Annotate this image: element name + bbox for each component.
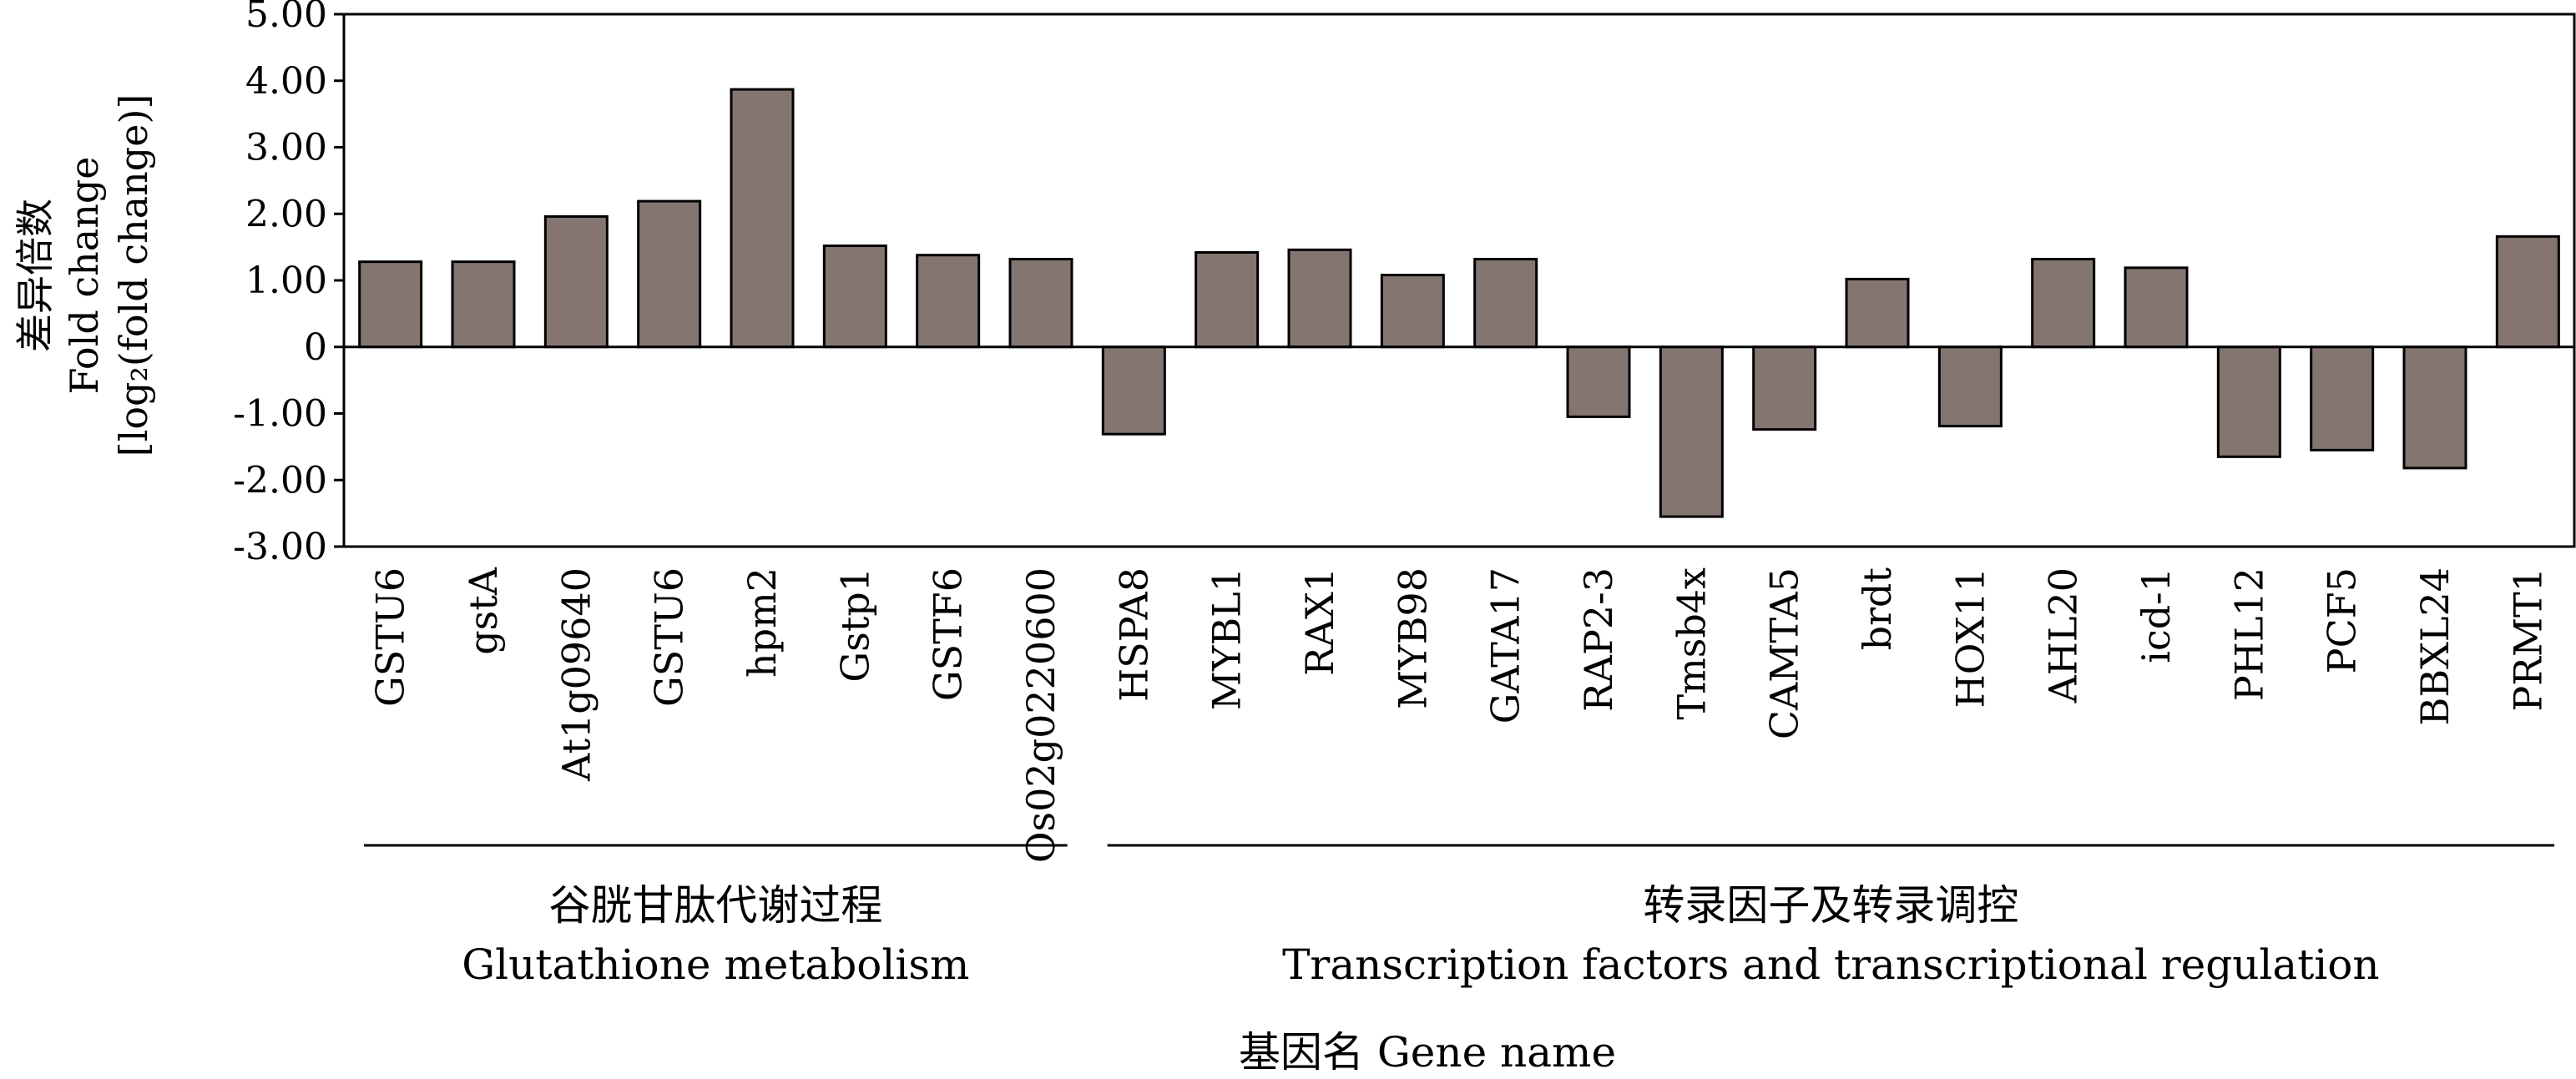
bar	[358, 260, 423, 349]
bar	[1752, 345, 1817, 431]
bar	[1937, 345, 2003, 428]
bar	[1566, 345, 1631, 418]
bar	[916, 254, 981, 349]
y-tick-label: 0	[304, 326, 327, 369]
x-tick-label: HSPA8	[1111, 567, 1156, 702]
x-tick-label: PHL12	[2226, 567, 2271, 701]
bar	[637, 199, 702, 349]
group-label-en: Glutathione metabolism	[462, 940, 969, 989]
bar	[2216, 345, 2281, 458]
bar	[1195, 251, 1260, 349]
x-tick-label: At1g09640	[553, 567, 599, 782]
x-tick-label: hpm2	[740, 567, 785, 678]
y-tick-label: 2.00	[245, 193, 327, 235]
bar	[2495, 234, 2560, 349]
x-tick-label: AHL20	[2041, 567, 2086, 703]
y-tick-label: 1.00	[245, 260, 327, 302]
x-tick-label: MYB98	[1390, 567, 1435, 709]
y-axis-label-line: [log₂(fold change)]	[111, 94, 156, 457]
y-tick-label: -2.00	[233, 459, 327, 502]
bar	[1287, 248, 1352, 349]
x-tick-label: gstA	[461, 567, 506, 655]
y-tick-label: -1.00	[233, 393, 327, 436]
x-tick-label: PRMT1	[2505, 567, 2550, 712]
y-axis-label-line: 差异倍数	[13, 199, 58, 352]
bar	[2402, 345, 2467, 470]
bar	[1659, 345, 1724, 518]
bar	[2031, 257, 2096, 349]
x-tick-label: Os02g0220600	[1018, 567, 1063, 863]
x-tick-label: HOX11	[1947, 567, 1993, 708]
x-tick-label: BBXL24	[2412, 567, 2457, 725]
x-tick-label: Tmsb4x	[1669, 567, 1714, 720]
y-tick-label: 3.00	[245, 127, 327, 169]
x-tick-label: GSTF6	[926, 567, 971, 701]
x-axis-label: 基因名 Gene name	[1239, 1028, 1616, 1076]
x-tick-label: MYBL1	[1205, 567, 1250, 710]
x-tick-label: GATA17	[1483, 567, 1528, 724]
bar	[1101, 345, 1166, 436]
y-tick-label: -3.00	[233, 526, 327, 568]
group-label-zh: 转录因子及转录调控	[1643, 881, 2018, 930]
bar	[1008, 257, 1073, 349]
bar	[822, 245, 887, 349]
bar	[543, 214, 609, 349]
x-tick-label: brdt	[1855, 567, 1900, 650]
x-tick-label: GSTU6	[647, 567, 692, 707]
bars	[358, 88, 2560, 518]
y-tick-label: 4.00	[245, 60, 327, 103]
y-tick-label: 5.00	[245, 0, 327, 36]
category-groups: 谷胱甘肽代谢过程 Glutathione metabolism 转录因子及转录调控 T…	[364, 844, 2554, 989]
bar	[1380, 274, 1445, 349]
y-axis-label-line: Fold change	[62, 157, 107, 395]
plot-frame	[342, 13, 2576, 548]
x-tick-label: icd-1	[2134, 567, 2179, 663]
bar	[730, 88, 795, 349]
x-tick-label: CAMTA5	[1762, 567, 1807, 739]
bar	[451, 260, 516, 349]
x-axis-categories: GSTU6 gstA At1g09640 GSTU6 hpm2 Gstp1 GSTF6 Os0…	[368, 567, 2551, 863]
bar	[1845, 277, 1910, 349]
bar	[2124, 266, 2189, 349]
x-tick-label: RAP2-3	[1576, 567, 1621, 712]
group-label-zh: 谷胱甘肽代谢过程	[548, 881, 882, 930]
x-tick-label: Gstp1	[832, 567, 877, 683]
x-tick-label: PCF5	[2320, 567, 2365, 673]
x-tick-label: RAX1	[1297, 567, 1342, 676]
bar	[1473, 257, 1538, 349]
group-label-en: Transcription factors and transcriptiona…	[1282, 940, 2380, 989]
bar	[2310, 345, 2375, 451]
y-axis-ticks: 5.00 4.00 3.00 2.00 1.00 0 -1.00 -2.00 -3.00	[233, 0, 344, 568]
x-tick-label: GSTU6	[368, 567, 413, 707]
y-axis-label: 差异倍数 Fold change [log₂(fold change)]	[13, 94, 156, 457]
